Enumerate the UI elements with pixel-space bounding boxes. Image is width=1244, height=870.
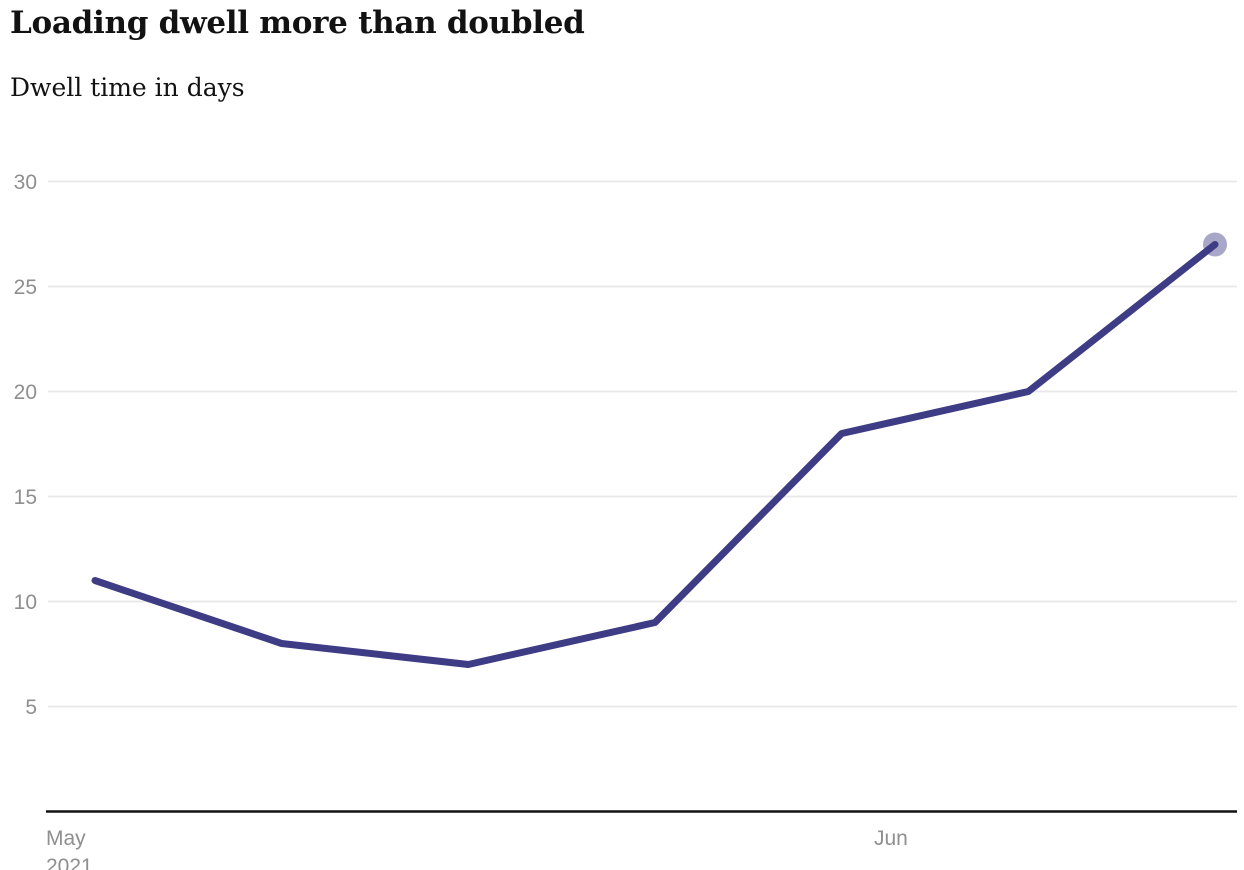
y-axis-labels-group: 5 10 15 20 25 30 (14, 171, 37, 719)
x-axis-group: May 2021 Jun (46, 810, 1237, 870)
y-tick-label: 15 (14, 486, 37, 509)
chart-subtitle: Dwell time in days (10, 73, 245, 102)
x-tick-sublabel: 2021 (46, 855, 93, 870)
y-tick-label: 30 (14, 171, 37, 194)
data-line (91, 241, 1219, 668)
y-tick-label: 5 (25, 696, 37, 719)
x-tick-label: May (46, 827, 86, 850)
y-tick-label: 20 (14, 381, 37, 404)
chart-title: Loading dwell more than doubled (10, 5, 585, 41)
gridlines-group (48, 180, 1237, 708)
series-group (91, 232, 1227, 668)
x-tick-label: Jun (874, 827, 908, 850)
y-tick-label: 25 (14, 276, 37, 299)
y-tick-label: 10 (14, 591, 37, 614)
